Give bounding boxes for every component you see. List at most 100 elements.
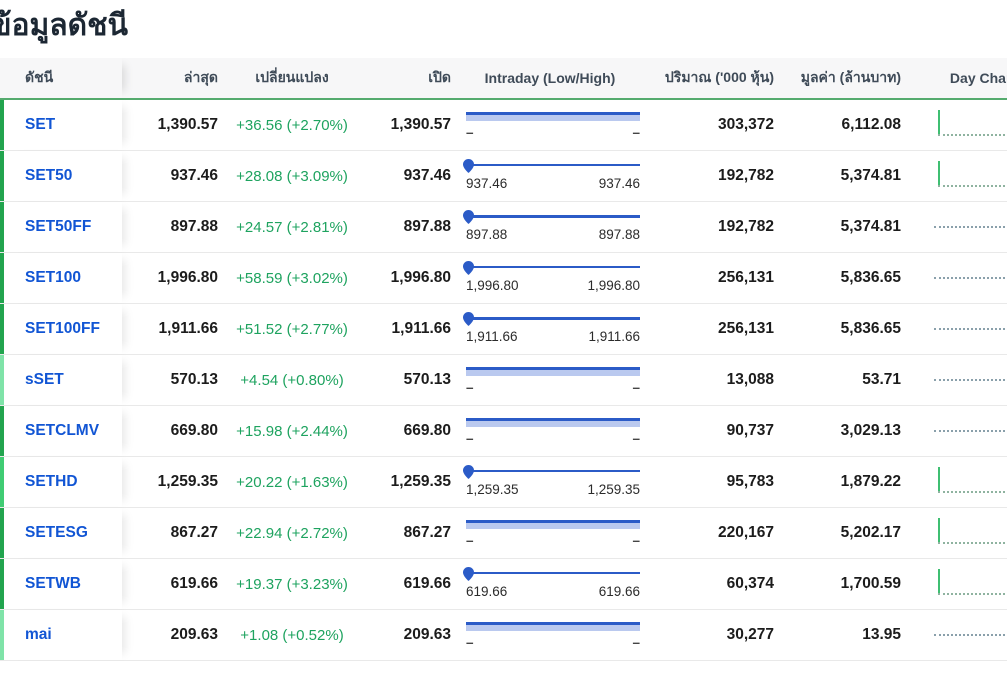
day-chart-spike <box>938 161 940 186</box>
map-pin-icon <box>463 465 474 479</box>
index-link[interactable]: mai <box>25 626 52 643</box>
intraday-low-label: – <box>466 380 474 395</box>
value: 5,202.17 <box>840 524 901 541</box>
table-row: SETWB 619.66 +19.37 (+3.23%) 619.66 619.… <box>0 559 1007 610</box>
intraday-range-line <box>466 215 640 218</box>
index-name-cell: SETCLMV <box>0 406 122 456</box>
day-chart-spike <box>938 518 940 543</box>
intraday-inner: – – <box>466 364 640 395</box>
intraday-low-label: 897.88 <box>466 227 508 242</box>
index-link[interactable]: SET <box>25 116 56 133</box>
day-chart-spike <box>938 467 940 492</box>
map-pin-icon <box>463 159 474 173</box>
table-row: SET50 937.46 +28.08 (+3.09%) 937.46 937.… <box>0 151 1007 202</box>
value: 5,374.81 <box>840 218 901 235</box>
index-link[interactable]: SETCLMV <box>25 422 100 439</box>
day-chart-dotted-line <box>934 226 1007 228</box>
intraday-track <box>466 109 640 122</box>
day-chart <box>901 355 1007 405</box>
intraday-range-line <box>466 418 640 421</box>
change-value: +36.56 (+2.70%) <box>236 116 348 134</box>
map-pin-icon <box>463 261 474 275</box>
intraday-labels: – – <box>466 635 640 650</box>
intraday-labels: 1,911.66 1,911.66 <box>466 329 640 344</box>
index-link[interactable]: SET100 <box>25 269 82 286</box>
volume: 303,372 <box>717 116 774 133</box>
index-link[interactable]: SETESG <box>25 524 88 541</box>
index-link[interactable]: SETWB <box>25 575 81 592</box>
open-price: 1,259.35 <box>390 473 451 490</box>
last-price: 570.13 <box>170 371 218 388</box>
intraday-inner: – – <box>466 415 640 446</box>
index-name-cell: SET50FF <box>0 202 122 252</box>
intraday-high-label: 1,996.80 <box>587 278 640 293</box>
value: 13.95 <box>862 626 901 643</box>
index-link[interactable]: SET50FF <box>25 218 92 235</box>
index-name-cell: mai <box>0 610 122 660</box>
open-price: 897.88 <box>403 218 451 235</box>
day-chart <box>901 559 1007 609</box>
intraday-low-label: – <box>466 635 474 650</box>
day-chart-dotted-line <box>938 491 1007 493</box>
intraday-range-chart: 1,259.35 1,259.35 <box>451 457 649 507</box>
intraday-labels: 937.46 937.46 <box>466 176 640 191</box>
col-header-last: ล่าสุด <box>183 69 218 85</box>
table-row: SET 1,390.57 +36.56 (+2.70%) 1,390.57 – … <box>0 100 1007 151</box>
index-data-page: ข้อมูลดัชนี ดัชนี ล่าสุด เปลี่ยนแปลง เปิ… <box>0 9 1007 661</box>
day-chart-dotted-line <box>938 593 1007 595</box>
index-link[interactable]: sSET <box>25 371 64 388</box>
index-name-cell: sSET <box>0 355 122 405</box>
col-header-change: เปลี่ยนแปลง <box>255 69 329 85</box>
intraday-inner: – – <box>466 109 640 140</box>
intraday-inner: 937.46 937.46 <box>463 159 640 191</box>
day-chart-spike <box>938 110 940 135</box>
intraday-low-label: 937.46 <box>466 176 508 191</box>
change-value: +15.98 (+2.44%) <box>236 422 348 440</box>
open-price: 209.63 <box>403 626 451 643</box>
intraday-high-label: 1,911.66 <box>588 329 640 344</box>
open-price: 669.80 <box>403 422 451 439</box>
table-row: sSET 570.13 +4.54 (+0.80%) 570.13 – – 13… <box>0 355 1007 406</box>
intraday-low-label: 1,259.35 <box>466 482 519 497</box>
intraday-labels: – – <box>466 533 640 548</box>
intraday-track <box>466 517 640 530</box>
index-name-cell: SET <box>0 100 122 150</box>
table-row: SETCLMV 669.80 +15.98 (+2.44%) 669.80 – … <box>0 406 1007 457</box>
last-price: 1,259.35 <box>157 473 218 490</box>
index-link[interactable]: SET100FF <box>25 320 100 337</box>
index-name-cell: SET100 <box>0 253 122 303</box>
index-name-cell: SET50 <box>0 151 122 201</box>
intraday-range-line <box>466 164 640 166</box>
col-header-volume: ปริมาณ ('000 หุ้น) <box>664 69 774 85</box>
day-chart-spike <box>938 569 940 594</box>
intraday-labels: 897.88 897.88 <box>466 227 640 242</box>
open-price: 867.27 <box>403 524 451 541</box>
table-row: SETHD 1,259.35 +20.22 (+1.63%) 1,259.35 … <box>0 457 1007 508</box>
intraday-high-label: – <box>632 635 640 650</box>
table-body: SET 1,390.57 +36.56 (+2.70%) 1,390.57 – … <box>0 100 1007 661</box>
intraday-low-label: – <box>466 125 474 140</box>
day-chart <box>901 304 1007 354</box>
volume: 13,088 <box>726 371 774 388</box>
intraday-high-label: – <box>632 533 640 548</box>
index-link[interactable]: SET50 <box>25 167 73 184</box>
day-chart <box>901 457 1007 507</box>
intraday-track <box>463 159 640 173</box>
last-price: 209.63 <box>170 626 218 643</box>
open-price: 1,390.57 <box>390 116 451 133</box>
intraday-labels: 1,996.80 1,996.80 <box>466 278 640 293</box>
intraday-range-chart: 897.88 897.88 <box>451 202 649 252</box>
col-header-open: เปิด <box>428 69 451 85</box>
last-price: 937.46 <box>170 167 218 184</box>
intraday-track <box>466 415 640 428</box>
open-price: 937.46 <box>403 167 451 184</box>
intraday-labels: – – <box>466 431 640 446</box>
intraday-low-label: 619.66 <box>466 584 508 599</box>
volume: 60,374 <box>726 575 774 592</box>
day-chart-dotted-line <box>938 185 1007 187</box>
intraday-range-fill <box>466 624 640 631</box>
index-link[interactable]: SETHD <box>25 473 78 490</box>
change-value: +1.08 (+0.52%) <box>240 626 344 644</box>
intraday-range-fill <box>466 522 640 529</box>
intraday-track <box>466 364 640 377</box>
